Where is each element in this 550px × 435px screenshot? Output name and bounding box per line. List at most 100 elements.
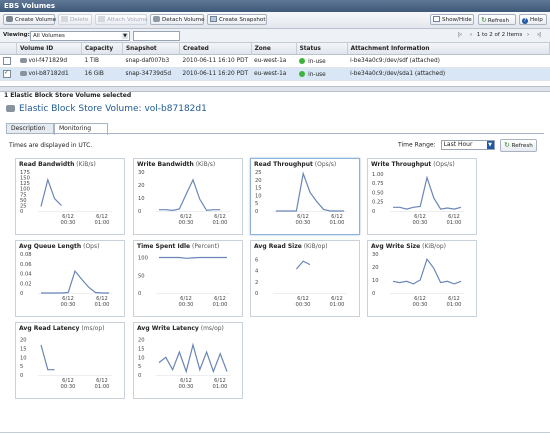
prev-page-icon[interactable]: ‹ — [469, 32, 473, 38]
help-icon: ? — [522, 18, 528, 24]
col-created[interactable]: Created — [179, 43, 252, 55]
y-tick-label: 15 — [138, 346, 145, 352]
y-tick-label: 10 — [372, 278, 379, 284]
tab-monitoring[interactable]: Monitoring — [54, 123, 108, 135]
table-row[interactable]: vol-f471829d 1 TiB snap-daf007b3 2010-06… — [0, 54, 550, 68]
series-line — [393, 175, 462, 210]
chart-write-throughput[interactable]: Write Throughput (Ops/s) 1.00 0.75 0.50 0.25… — [367, 158, 477, 235]
delete-button[interactable]: Delete — [58, 14, 92, 25]
y-tick-label: 4 — [255, 269, 259, 275]
col-capacity[interactable]: Capacity — [81, 43, 123, 55]
show-hide-button[interactable]: Show/Hide — [430, 14, 474, 25]
tab-description[interactable]: Description — [6, 123, 54, 134]
y-tick-label: 0.02 — [20, 281, 32, 287]
y-tick-label: 10 — [138, 355, 145, 361]
col-snapshot[interactable]: Snapshot — [122, 43, 180, 55]
chart-avg-queue-length[interactable]: Avg Queue Length (Ops) 0.08 0.06 0.04 0.02 0 6… — [15, 240, 125, 317]
chart-title: Write Throughput (Ops/s) — [371, 161, 455, 168]
monitoring-refresh-button[interactable]: ↻ Refresh — [500, 139, 537, 152]
x-tick-label: 6/12 — [297, 214, 309, 220]
create-volume-button[interactable]: Create Volume — [3, 14, 56, 25]
col-volume-id[interactable]: Volume ID — [16, 43, 82, 55]
monitoring-refresh-label: Refresh — [511, 143, 533, 149]
row-checkbox[interactable] — [3, 56, 11, 65]
volume-id: vol-b87182d1 — [28, 71, 69, 77]
detail-title: Elastic Block Store Volume: vol-b87182d1 — [6, 104, 207, 114]
chart-time-spent-idle[interactable]: Time Spent Idle (Percent) 100 50 0 6/12 00:30… — [133, 240, 243, 317]
chart-title: Avg Read Size (KiB/op) — [254, 243, 328, 250]
chart-avg-read-latency[interactable]: Avg Read Latency (ms/op) 20 15 10 5 0 6/12 00:3… — [15, 322, 125, 399]
chart-unit: (Percent) — [190, 243, 220, 250]
x-tick-label: 6/12 — [414, 296, 426, 302]
window-title: EBS Volumes — [4, 2, 56, 10]
chart-read-throughput[interactable]: Read Throughput (Ops/s) 25 20 15 10 5 0 6/12 00:… — [250, 158, 360, 235]
chart-avg-read-size[interactable]: Avg Read Size (KiB/op) 6 4 2 0 6/12 00:30 6/12 0… — [250, 240, 360, 317]
viewing-select-value: All Volumes — [33, 33, 65, 39]
x-tick-label: 00:30 — [179, 220, 194, 226]
bottom-border — [0, 432, 550, 433]
volume-icon — [6, 16, 13, 22]
x-tick-label: 6/12 — [180, 214, 192, 220]
chart-write-bandwidth[interactable]: Write Bandwidth (KiB/s) 30 20 10 0 6/12 00:30 6… — [133, 158, 243, 235]
y-tick-label: 30 — [372, 252, 379, 258]
chart-unit: (KiB/op) — [301, 243, 328, 250]
first-page-icon[interactable]: |‹ — [458, 32, 463, 38]
chart-title: Avg Write Size (KiB/op) — [371, 243, 446, 250]
y-tick-label: 5 — [20, 364, 23, 370]
y-tick-label: 50 — [20, 198, 27, 204]
created: 2010-06-11 16:10 PDT — [179, 54, 252, 68]
refresh-button[interactable]: ↻Refresh — [478, 14, 516, 25]
chart-title-text: Avg Read Latency — [19, 325, 80, 332]
y-tick-label: 100 — [138, 256, 148, 262]
col-status[interactable]: Status — [296, 43, 348, 55]
detach-volume-button[interactable]: Detach Volume — [150, 14, 205, 25]
refresh-icon: ↻ — [481, 16, 487, 24]
last-page-icon[interactable]: ›| — [536, 32, 541, 38]
viewing-select[interactable]: All Volumes ▼ — [30, 31, 130, 41]
x-tick-label: 01:00 — [213, 384, 228, 390]
filter-bar: Viewing: All Volumes ▼ |‹ ‹ 1 to 2 of 2 … — [0, 29, 550, 43]
x-tick-label: 6/12 — [96, 378, 108, 384]
col-attachment[interactable]: Attachment Information — [347, 43, 550, 55]
snapshot: snap-daf007b3 — [122, 54, 180, 68]
table-row[interactable]: vol-b87182d1 16 GiB snap-34739d5d 2010-0… — [0, 67, 550, 81]
help-button[interactable]: ? Help — [519, 14, 547, 25]
y-tick-label: 25 — [255, 170, 262, 176]
x-tick-label: 6/12 — [448, 296, 460, 302]
y-tick-label: 10 — [138, 196, 145, 202]
x-tick-label: 01:00 — [330, 220, 345, 226]
y-tick-label: 175 — [20, 170, 30, 176]
chart-unit: (KiB/op) — [420, 243, 447, 250]
x-tick-label: 01:00 — [213, 220, 228, 226]
detach-icon — [153, 16, 160, 22]
x-tick-label: 6/12 — [62, 296, 74, 302]
volume-icon — [6, 105, 15, 112]
chart-title: Avg Write Latency (ms/op) — [137, 325, 224, 332]
create-snapshot-button[interactable]: Create Snapshot — [207, 14, 267, 25]
chart-avg-write-latency[interactable]: Avg Write Latency (ms/op) 20 15 10 5 0 6/12 00:… — [133, 322, 243, 399]
x-tick-label: 00:30 — [296, 220, 311, 226]
series-line — [295, 260, 311, 270]
y-tick-label: 0.04 — [20, 272, 32, 278]
x-tick-label: 00:30 — [61, 220, 76, 226]
time-range-select[interactable]: Last Hour ▼ — [440, 140, 495, 150]
x-tick-label: 6/12 — [96, 214, 108, 220]
x-tick-label: 6/12 — [214, 214, 226, 220]
x-tick-label: 6/12 — [331, 296, 343, 302]
attach-volume-button[interactable]: Attach Volume — [95, 14, 148, 25]
y-tick-label: 15 — [20, 346, 27, 352]
chart-avg-write-size[interactable]: Avg Write Size (KiB/op) 30 20 10 0 6/12 00:30 6… — [367, 240, 477, 317]
next-page-icon[interactable]: › — [526, 32, 530, 38]
search-input[interactable] — [133, 31, 180, 41]
snapshot: snap-34739d5d — [122, 67, 180, 81]
chart-read-bandwidth[interactable]: Read Bandwidth (KiB/s) 175 150 125 100 75 50 25… — [15, 158, 125, 235]
col-zone[interactable]: Zone — [251, 43, 297, 55]
row-checkbox[interactable] — [3, 69, 11, 78]
series-line — [40, 344, 55, 371]
y-tick-label: 30 — [138, 170, 145, 176]
status: in-use — [308, 58, 326, 65]
y-tick-label: 0 — [372, 291, 375, 297]
panel-splitter[interactable] — [0, 86, 550, 92]
created: 2010-06-11 16:20 PDT — [179, 67, 252, 81]
select-all-header[interactable] — [0, 43, 17, 55]
